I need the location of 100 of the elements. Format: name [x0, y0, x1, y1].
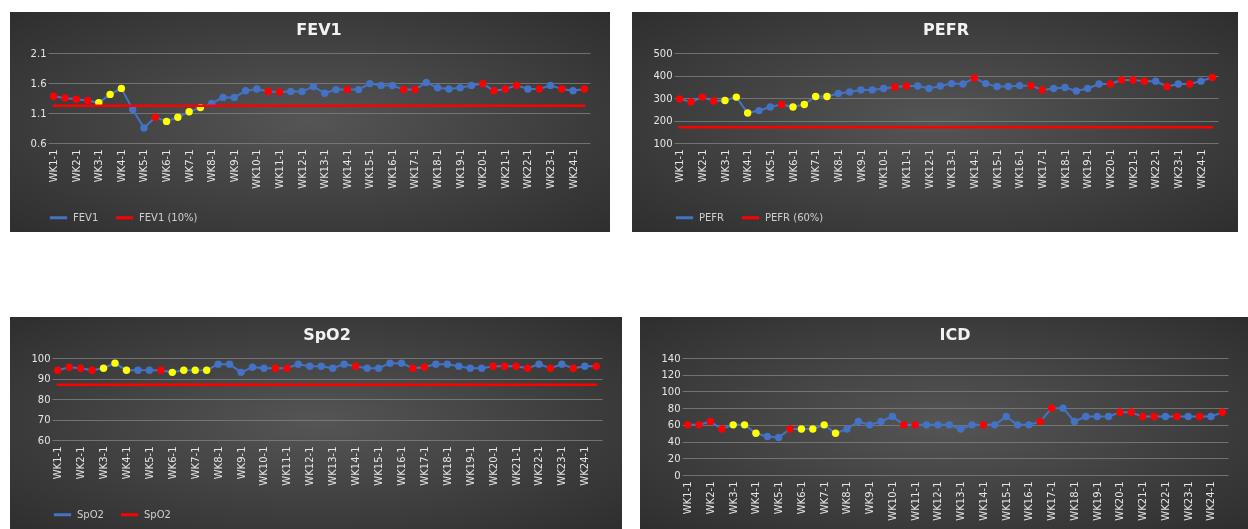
point — [237, 368, 245, 377]
point — [1161, 412, 1170, 421]
x-tick-label: WK7-1 — [810, 149, 822, 183]
x-tick-label: WK21-1 — [1137, 481, 1149, 521]
point — [1002, 412, 1010, 421]
point — [774, 433, 783, 442]
point — [433, 84, 442, 92]
point — [1013, 421, 1022, 429]
point — [811, 92, 820, 101]
point — [857, 86, 865, 94]
x-tick-label: WK11-1 — [900, 149, 912, 189]
x-tick-label: WK6-1 — [787, 149, 799, 183]
point — [76, 364, 85, 372]
point — [294, 360, 303, 368]
point — [934, 421, 942, 429]
x-tick-label: WK24-1 — [1195, 149, 1207, 189]
x-tick-label: WK18-1 — [441, 446, 453, 486]
point — [834, 89, 843, 98]
x-tick-label: WK4-1 — [750, 481, 762, 515]
x-tick-label: WK3-1 — [93, 149, 105, 183]
point — [88, 366, 96, 374]
x-tick-label: WK10-1 — [251, 149, 263, 189]
point — [409, 364, 417, 372]
x-tick-label: WK23-1 — [556, 446, 568, 486]
point — [777, 100, 786, 109]
x-tick-label: WK7-1 — [818, 481, 830, 515]
point — [1195, 412, 1204, 421]
x-tick-label: WK6-1 — [166, 446, 178, 480]
y-tick-label: 60 — [37, 434, 51, 446]
point — [271, 364, 280, 372]
point — [354, 85, 363, 94]
point — [264, 87, 272, 96]
point — [83, 96, 92, 105]
point — [422, 78, 430, 87]
point — [253, 85, 261, 93]
point — [512, 362, 520, 370]
point — [340, 360, 348, 368]
point — [191, 366, 199, 374]
point — [546, 364, 555, 372]
x-tick-label: WK20-1 — [1104, 149, 1116, 189]
point — [925, 84, 933, 93]
point — [162, 117, 171, 126]
x-tick-label: WK13-1 — [327, 446, 339, 486]
x-tick-label: WK8-1 — [206, 149, 218, 183]
x-tick-label: WK5-1 — [764, 149, 776, 183]
point — [219, 93, 227, 102]
x-tick-label: WK7-1 — [183, 149, 195, 183]
x-tick-label: WK11-1 — [273, 149, 285, 189]
legend-label: PEFR (60%) — [765, 211, 824, 223]
point — [740, 421, 749, 429]
point — [1127, 408, 1136, 417]
point — [72, 95, 80, 103]
y-tick-label: 1.1 — [30, 107, 47, 119]
x-tick-label: WK19-1 — [1082, 149, 1094, 189]
point — [477, 364, 486, 372]
point — [888, 412, 897, 421]
point — [134, 366, 142, 374]
point — [1151, 77, 1160, 85]
point — [317, 362, 325, 370]
point — [675, 95, 684, 103]
x-tick-label: WK14-1 — [350, 446, 362, 486]
point — [546, 81, 555, 90]
point — [351, 362, 360, 370]
x-tick-label: WK12-1 — [296, 149, 308, 189]
point — [512, 81, 521, 90]
x-tick-label: WK13-1 — [955, 481, 967, 521]
x-tick-label: WK16-1 — [1023, 481, 1035, 521]
x-tick-label: WK3-1 — [719, 149, 731, 183]
point — [397, 359, 406, 367]
point — [298, 87, 306, 96]
point — [755, 106, 763, 115]
point — [718, 425, 726, 433]
point — [1095, 80, 1103, 88]
point — [1163, 82, 1171, 91]
x-tick-label: WK6-1 — [161, 149, 173, 183]
point — [831, 429, 840, 437]
point — [248, 363, 257, 371]
y-tick-label: 1.6 — [30, 77, 47, 89]
point — [1015, 81, 1024, 90]
x-tick-label: WK8-1 — [841, 481, 853, 515]
point — [1218, 408, 1227, 417]
y-tick-label: 400 — [653, 70, 673, 81]
point — [275, 88, 284, 96]
chart-title: SpO2 — [303, 325, 351, 344]
x-tick-label: WK19-1 — [1091, 481, 1103, 521]
x-tick-label: WK13-1 — [319, 149, 331, 189]
x-tick-label: WK22-1 — [533, 446, 545, 486]
point — [968, 421, 976, 429]
x-tick-label: WK20-1 — [477, 149, 489, 189]
point — [1140, 77, 1149, 85]
point — [945, 421, 954, 429]
point — [911, 421, 919, 429]
point — [1174, 80, 1183, 88]
point — [122, 366, 131, 374]
y-tick-label: 200 — [653, 115, 673, 126]
point — [743, 109, 752, 117]
y-tick-label: 70 — [37, 414, 51, 425]
point — [1027, 81, 1035, 90]
point — [524, 85, 532, 93]
point — [991, 421, 999, 429]
